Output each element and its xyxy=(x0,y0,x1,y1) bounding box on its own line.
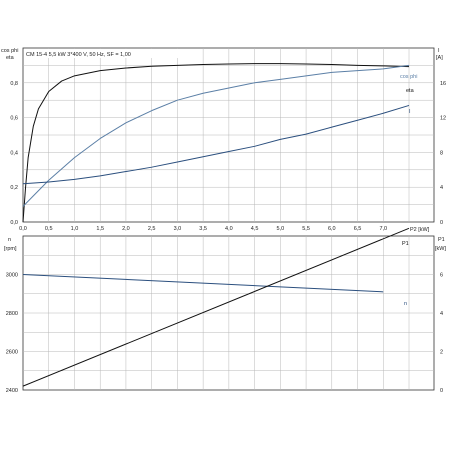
y-tick-label-right: 16 xyxy=(440,81,446,87)
left-axis-label-n: n xyxy=(8,237,11,243)
x-axis-label: P2 [kW] xyxy=(410,227,430,233)
x-tick-label: 5,5 xyxy=(302,226,310,232)
x-tick-label: 1,0 xyxy=(71,226,79,232)
y-tick-label-left: 2800 xyxy=(6,311,18,317)
y-tick-label-right: 2 xyxy=(440,350,443,356)
y-tick-label-left: 3000 xyxy=(6,273,18,279)
bottom-ticks: 2400 2600 2800 3000 0 2 4 6 xyxy=(6,273,443,395)
top-grid xyxy=(23,48,434,222)
top-ticks: 0,0 0,2 0,4 0,6 0,8 0 4 8 12 16 0,0 0,5 1,0 1,5 2,0 2,5… xyxy=(10,81,446,232)
x-tick-label: 4,0 xyxy=(225,226,233,232)
y-tick-label-right: 0 xyxy=(440,220,443,226)
series-line-eta xyxy=(22,63,410,223)
y-tick-label-left: 0,6 xyxy=(10,116,18,122)
label-n: n xyxy=(404,301,407,307)
y-tick-label-left: 0,8 xyxy=(10,81,18,87)
label-i: I xyxy=(409,109,411,115)
right-axis-label-a: [A] xyxy=(436,55,443,61)
series-line-P1 xyxy=(22,227,410,387)
series-line-I xyxy=(22,104,410,185)
label-p1: P1 xyxy=(402,241,409,247)
left-axis-label-rpm: [rpm] xyxy=(4,246,17,252)
label-cos-phi: cos phi xyxy=(400,74,417,80)
x-tick-label: 3,0 xyxy=(174,226,182,232)
y-tick-label-left: 0,4 xyxy=(10,150,18,156)
right-axis-label-kw: [kW] xyxy=(435,246,446,252)
left-axis-label-eta: eta xyxy=(6,55,15,61)
x-tick-label: 0,5 xyxy=(45,226,53,232)
x-tick-label: 3,5 xyxy=(199,226,207,232)
x-tick-label: 6,5 xyxy=(354,226,362,232)
y-tick-label-left: 0,2 xyxy=(10,185,18,191)
x-tick-label: 2,0 xyxy=(122,226,130,232)
x-tick-label: 2,5 xyxy=(148,226,156,232)
y-tick-label-right: 12 xyxy=(440,116,446,122)
y-tick-label-right: 0 xyxy=(440,388,443,394)
x-tick-label: 4,5 xyxy=(251,226,259,232)
right-axis-label-p1: P1 xyxy=(438,237,445,243)
right-axis-label-i: I xyxy=(438,48,440,54)
y-tick-label-left: 0,0 xyxy=(10,220,18,226)
label-eta: eta xyxy=(406,88,415,94)
series-line-cos-phi xyxy=(22,64,410,207)
chart-title: CM 15-4 5,5 kW 3*400 V, 50 Hz, SF = 1,00 xyxy=(26,52,131,58)
series-line-n xyxy=(22,274,384,293)
x-tick-label: 5,0 xyxy=(277,226,285,232)
y-tick-label-left: 2400 xyxy=(6,388,18,394)
y-tick-label-right: 6 xyxy=(440,273,443,279)
top-series xyxy=(22,63,410,223)
x-tick-label: 0,0 xyxy=(19,226,27,232)
left-axis-label-cosphi: cos phi xyxy=(1,48,18,54)
title-box xyxy=(24,49,184,58)
y-tick-label-left: 2600 xyxy=(6,350,18,356)
y-tick-label-right: 8 xyxy=(440,150,443,156)
x-tick-label: 1,5 xyxy=(96,226,104,232)
x-tick-label: 7,0 xyxy=(379,226,387,232)
top-panel: 0,0 0,2 0,4 0,6 0,8 0 4 8 12 16 0,0 0,5 1,0 1,5 2,0 2,5… xyxy=(1,47,446,233)
y-tick-label-right: 4 xyxy=(440,185,443,191)
bottom-grid xyxy=(23,236,434,390)
y-tick-label-right: 4 xyxy=(440,311,443,317)
x-tick-label: 6,0 xyxy=(328,226,336,232)
bottom-series xyxy=(22,227,410,387)
